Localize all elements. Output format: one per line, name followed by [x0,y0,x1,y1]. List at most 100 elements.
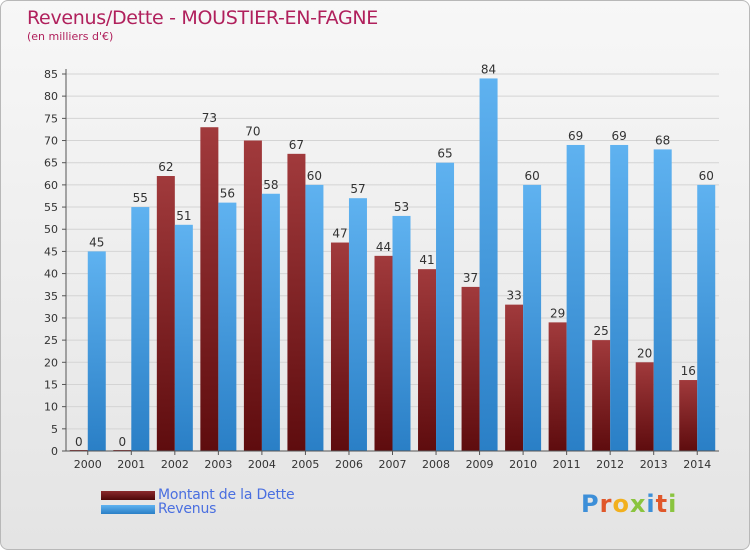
data-label-revenus: 69 [568,129,583,143]
bar-revenus [479,78,498,451]
y-tick-label: 45 [44,245,58,258]
data-label-revenus: 57 [350,182,365,196]
bar-montant-de-la-dette [374,255,393,451]
logo-letter: i [668,490,678,518]
bar-revenus [610,144,629,451]
bar-revenus [174,224,193,451]
x-tick-label: 2011 [553,458,581,471]
x-tick-label: 2013 [640,458,668,471]
bar-montant-de-la-dette [243,140,262,451]
x-tick-label: 2014 [683,458,711,471]
data-label-montant-de-la-dette: 20 [637,346,652,360]
y-tick-label: 20 [44,356,58,369]
x-tick-label: 2002 [161,458,189,471]
bar-montant-de-la-dette [200,127,219,452]
legend-label-revenus: Revenus [158,501,217,517]
data-label-revenus: 84 [481,62,496,76]
x-tick-label: 2001 [117,458,145,471]
y-tick-label: 10 [44,401,58,414]
chart-subtitle: (en milliers d'€) [27,30,114,43]
data-label-revenus: 65 [437,147,452,161]
data-label-montant-de-la-dette: 47 [332,227,347,241]
data-label-montant-de-la-dette: 29 [550,306,565,320]
data-label-revenus: 69 [612,129,627,143]
x-tick-label: 2010 [509,458,537,471]
y-tick-label: 70 [44,135,58,148]
logo-letter: i [646,490,656,518]
logo-letter: o [612,490,630,518]
bar-revenus [261,193,280,452]
bar-revenus [436,162,455,452]
legend-swatch-revenus [101,504,155,514]
y-tick-label: 85 [44,68,58,81]
bar-revenus [697,184,716,451]
data-label-montant-de-la-dette: 33 [506,289,521,303]
legend-item-debt: Montant de la Dette [101,487,295,503]
data-label-revenus: 58 [263,178,278,192]
data-label-revenus: 60 [699,169,714,183]
bar-revenus [392,215,411,451]
bar-montant-de-la-dette [548,322,567,451]
y-tick-label: 65 [44,157,58,170]
y-tick-label: 15 [44,378,58,391]
legend-item-revenus: Revenus [101,501,216,517]
legend-swatch-debt [101,490,155,500]
data-label-montant-de-la-dette: 0 [75,435,83,449]
data-label-montant-de-la-dette: 25 [594,324,609,338]
data-label-montant-de-la-dette: 62 [158,160,173,174]
logo-letter: t [655,490,669,518]
bar-montant-de-la-dette [287,153,306,451]
bar-montant-de-la-dette [635,362,654,451]
y-tick-label: 35 [44,290,58,303]
y-tick-label: 40 [44,268,58,281]
data-label-revenus: 56 [220,187,235,201]
data-label-revenus: 53 [394,200,409,214]
logo-letter: P [581,490,600,518]
x-tick-label: 2009 [466,458,494,471]
y-tick-label: 60 [44,179,58,192]
data-label-revenus: 60 [524,169,539,183]
data-label-montant-de-la-dette: 67 [289,138,304,152]
data-label-revenus: 45 [89,235,104,249]
bar-revenus [131,207,150,451]
bar-montant-de-la-dette [592,340,611,451]
data-label-montant-de-la-dette: 70 [245,125,260,139]
x-tick-label: 2007 [379,458,407,471]
data-label-montant-de-la-dette: 73 [202,111,217,125]
data-label-revenus: 55 [133,191,148,205]
data-label-montant-de-la-dette: 37 [463,271,478,285]
y-tick-label: 80 [44,90,58,103]
logo-letter: r [599,490,613,518]
bar-revenus [218,202,237,451]
data-label-montant-de-la-dette: 44 [376,240,391,254]
bar-montant-de-la-dette [418,269,437,451]
bar-montant-de-la-dette [461,286,480,451]
chart-title: Revenus/Dette - MOUSTIER-EN-FAGNE [27,7,378,29]
data-label-montant-de-la-dette: 41 [419,253,434,267]
data-label-revenus: 68 [655,133,670,147]
bar-montant-de-la-dette [505,304,524,451]
data-label-montant-de-la-dette: 0 [118,435,126,449]
x-tick-label: 2012 [596,458,624,471]
bar-montant-de-la-dette [156,176,175,451]
bar-montant-de-la-dette [679,380,698,451]
data-label-montant-de-la-dette: 16 [681,364,696,378]
bar-revenus [653,149,672,451]
bar-revenus [566,144,585,451]
data-label-revenus: 60 [307,169,322,183]
y-tick-label: 50 [44,223,58,236]
x-tick-label: 2008 [422,458,450,471]
y-tick-label: 30 [44,312,58,325]
bar-montant-de-la-dette [330,242,349,451]
bars [69,78,716,452]
data-label-revenus: 51 [176,209,191,223]
y-tick-label: 75 [44,112,58,125]
y-tick-label: 0 [51,445,58,458]
bar-revenus [348,198,367,451]
bar-revenus [305,184,324,451]
x-tick-label: 2003 [204,458,232,471]
x-tick-label: 2005 [291,458,319,471]
